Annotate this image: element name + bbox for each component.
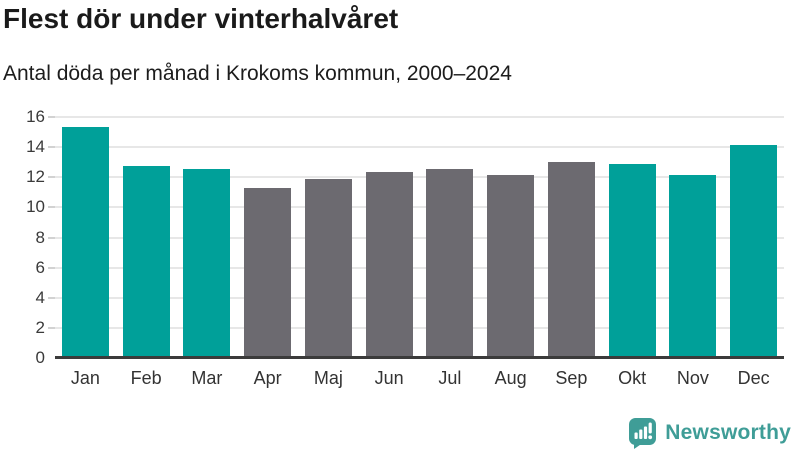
page-title: Flest dör under vinterhalvåret [3, 3, 399, 34]
bar-aug [487, 174, 535, 357]
y-axis-tick [48, 266, 55, 269]
x-tick-label: Jan [70, 368, 100, 388]
y-axis-tick [48, 326, 55, 329]
chart-subtitle: Antal döda per månad i Krokoms kommun, 2… [3, 62, 512, 85]
x-axis-line [55, 356, 784, 359]
y-tick-label: 16 [26, 107, 45, 126]
gridline [55, 206, 784, 209]
y-tick-label: 8 [35, 227, 45, 247]
y-tick-label: 14 [26, 137, 45, 157]
gridline [55, 296, 784, 299]
x-tick-label: Jul [438, 368, 462, 388]
y-tick-label: 12 [26, 167, 45, 187]
newsworthy-logo-icon [628, 417, 658, 450]
x-tick-label: Feb [130, 368, 162, 388]
gridline [55, 266, 784, 269]
bar-mar [183, 168, 231, 357]
gridline [55, 146, 784, 149]
y-tick-label: 4 [35, 287, 45, 307]
bar-jul [426, 168, 474, 357]
y-axis-tick [48, 206, 55, 209]
bar-maj [304, 179, 352, 357]
y-axis-tick [48, 176, 55, 179]
x-tick-label: Sep [555, 368, 588, 388]
x-tick-label: Dec [737, 368, 770, 388]
plot-area: 0 2 4 6 8 10 12 14 16 Jan Feb Mar Apr Maj Jun Jul Aug Sep… [26, 108, 784, 387]
bar-nov [669, 174, 717, 357]
x-tick-label: Apr [253, 368, 282, 388]
gridline [55, 326, 784, 329]
x-tick-label: Nov [676, 368, 709, 388]
x-tick-label: Maj [313, 368, 343, 388]
y-axis-tick [48, 146, 55, 149]
y-axis-tick [48, 296, 55, 299]
gridline [55, 116, 784, 118]
bar-dec [730, 145, 778, 357]
bar-feb [122, 166, 170, 357]
y-tick-label: 0 [35, 348, 45, 367]
x-tick-label: Mar [191, 368, 223, 388]
y-tick-label: 10 [26, 197, 45, 217]
x-tick-label: Aug [494, 368, 527, 388]
bar-jun [365, 172, 413, 357]
y-axis-tick [48, 236, 55, 239]
x-tick-label: Okt [618, 368, 647, 388]
x-tick-label: Jun [374, 368, 404, 388]
y-tick-label: 2 [35, 317, 45, 337]
y-tick-label: 6 [35, 257, 45, 277]
bar-jan [61, 126, 109, 357]
bar-apr [244, 188, 292, 357]
brand-footer: Newsworthy [628, 416, 791, 450]
gridline [55, 236, 784, 239]
y-axis-tick [48, 116, 55, 118]
bar-sep [547, 161, 595, 357]
gridline [55, 176, 784, 179]
bar-okt [608, 164, 656, 357]
brand-name: Newsworthy [665, 421, 791, 444]
